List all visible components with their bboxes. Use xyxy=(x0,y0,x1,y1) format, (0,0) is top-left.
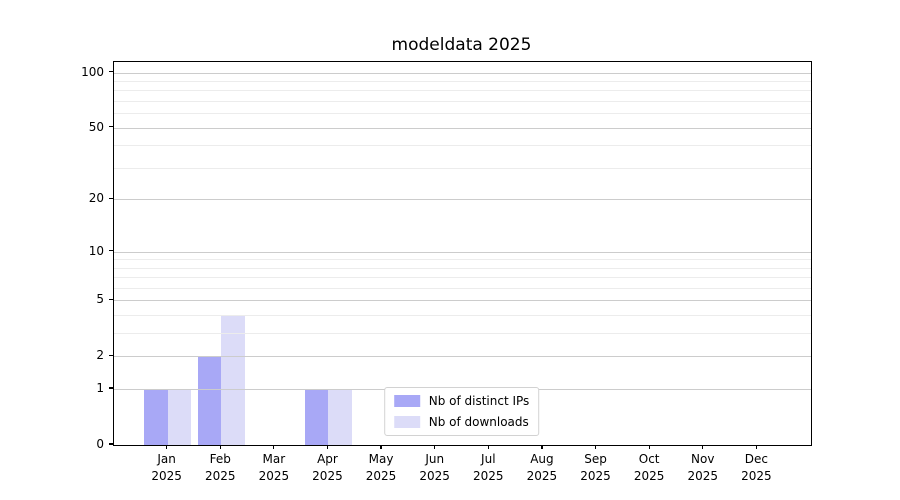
x-tick-label: Jul 2025 xyxy=(473,452,504,483)
legend-label: Nb of distinct IPs xyxy=(428,394,530,408)
legend-swatch-downloads xyxy=(393,416,420,428)
y-tick-label: 0 xyxy=(96,437,104,451)
bar-downloads xyxy=(221,315,245,445)
y-tick-mark xyxy=(109,197,113,199)
x-tick-mark xyxy=(326,445,329,449)
x-tick-label: Apr 2025 xyxy=(312,452,343,483)
y-tick-mark xyxy=(109,443,113,445)
plot-area xyxy=(113,61,812,446)
x-tick-label: May 2025 xyxy=(365,452,397,483)
x-tick-label: Feb 2025 xyxy=(204,452,236,483)
x-tick-mark xyxy=(380,445,382,449)
bars-layer xyxy=(114,62,811,445)
legend-row: Nb of distinct IPs xyxy=(393,394,530,408)
x-tick-label: Sep 2025 xyxy=(580,452,611,483)
bar-downloads xyxy=(167,389,192,445)
y-tick-mark xyxy=(109,249,113,252)
x-tick-mark xyxy=(219,445,221,449)
y-tick-label: 1 xyxy=(96,381,104,396)
y-tick-mark xyxy=(109,387,113,389)
x-tick-mark xyxy=(166,445,168,449)
bar-distinct-ips xyxy=(197,356,222,445)
x-tick-label: Jun 2025 xyxy=(419,452,450,483)
y-tick-label: 2 xyxy=(96,348,104,363)
y-tick-mark xyxy=(109,354,113,356)
x-tick-mark xyxy=(755,445,757,449)
y-tick-mark xyxy=(109,126,113,128)
x-tick-label: Oct 2025 xyxy=(633,452,665,483)
bar-downloads xyxy=(328,389,352,445)
x-tick-mark xyxy=(594,445,597,449)
x-tick-mark xyxy=(487,445,489,449)
y-tick-label: 10 xyxy=(88,243,104,258)
legend-swatch-distinct-ips xyxy=(393,395,420,407)
x-tick-label: Jan 2025 xyxy=(151,452,182,483)
x-tick-mark xyxy=(434,445,436,449)
x-tick-mark xyxy=(273,445,275,449)
x-tick-label: Mar 2025 xyxy=(258,452,290,483)
x-tick-label: Dec 2025 xyxy=(741,452,772,483)
y-tick-label: 50 xyxy=(88,119,104,134)
bar-distinct-ips xyxy=(144,389,168,445)
y-tick-label: 100 xyxy=(81,64,104,79)
y-tick-mark xyxy=(109,71,113,73)
chart-title: modeldata 2025 xyxy=(391,35,532,55)
legend: Nb of distinct IPs Nb of downloads xyxy=(383,387,540,436)
y-tick-label: 5 xyxy=(96,292,104,307)
x-tick-label: Aug 2025 xyxy=(526,452,558,483)
y-tick-label: 20 xyxy=(88,191,104,206)
x-tick-label: Nov 2025 xyxy=(687,452,719,483)
bar-distinct-ips xyxy=(304,389,329,445)
legend-row: Nb of downloads xyxy=(393,415,530,429)
x-tick-mark xyxy=(541,445,543,449)
legend-label: Nb of downloads xyxy=(428,415,529,429)
y-tick-mark xyxy=(109,298,113,301)
x-tick-mark xyxy=(648,445,650,449)
x-tick-mark xyxy=(702,445,704,449)
